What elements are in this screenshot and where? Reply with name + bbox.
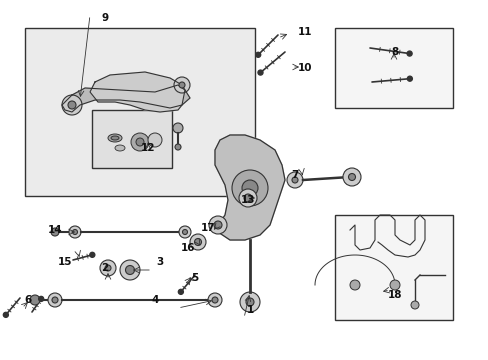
Bar (25, 28, 254, 196)
Bar (334, 215, 452, 320)
Circle shape (131, 133, 149, 151)
Text: 4: 4 (151, 295, 159, 305)
Circle shape (173, 123, 183, 133)
Text: 18: 18 (387, 290, 402, 300)
Circle shape (148, 133, 162, 147)
Circle shape (179, 82, 184, 88)
Circle shape (410, 301, 418, 309)
Circle shape (179, 226, 191, 238)
Circle shape (348, 174, 355, 180)
Circle shape (258, 70, 263, 75)
Polygon shape (90, 72, 184, 112)
Circle shape (242, 180, 258, 196)
Text: 7: 7 (291, 170, 298, 180)
Circle shape (286, 172, 303, 188)
Circle shape (208, 216, 226, 234)
Bar (334, 28, 452, 108)
Ellipse shape (111, 136, 119, 140)
Text: 16: 16 (181, 243, 195, 253)
Text: 3: 3 (156, 257, 163, 267)
Circle shape (136, 138, 143, 146)
Circle shape (244, 194, 251, 202)
Circle shape (105, 265, 111, 271)
Circle shape (212, 297, 218, 303)
Polygon shape (62, 85, 190, 112)
Circle shape (407, 51, 411, 56)
Text: 6: 6 (24, 295, 32, 305)
Circle shape (240, 292, 260, 312)
Polygon shape (215, 135, 285, 240)
Circle shape (190, 234, 205, 250)
Circle shape (174, 77, 190, 93)
Circle shape (62, 95, 82, 115)
Circle shape (207, 293, 222, 307)
Text: 2: 2 (101, 263, 108, 273)
Circle shape (90, 252, 95, 257)
Circle shape (239, 189, 257, 207)
Circle shape (349, 280, 359, 290)
Text: 13: 13 (240, 195, 255, 205)
Circle shape (48, 293, 62, 307)
Text: 17: 17 (200, 223, 215, 233)
Circle shape (69, 226, 81, 238)
Circle shape (52, 297, 58, 303)
Circle shape (255, 52, 260, 57)
Circle shape (120, 260, 140, 280)
Text: 8: 8 (390, 47, 398, 57)
Circle shape (3, 312, 8, 318)
Circle shape (125, 266, 134, 275)
Circle shape (245, 298, 253, 306)
Text: 12: 12 (141, 143, 155, 153)
Circle shape (30, 295, 40, 305)
Ellipse shape (115, 145, 125, 151)
Circle shape (194, 239, 201, 246)
Circle shape (72, 230, 77, 234)
Circle shape (51, 228, 59, 236)
Circle shape (214, 221, 222, 229)
Circle shape (39, 296, 43, 301)
Text: 15: 15 (58, 257, 72, 267)
Text: 14: 14 (48, 225, 62, 235)
Text: 9: 9 (101, 13, 108, 23)
Circle shape (100, 260, 116, 276)
Circle shape (178, 289, 183, 294)
Text: 1: 1 (246, 305, 253, 315)
Circle shape (342, 168, 360, 186)
Circle shape (291, 177, 297, 183)
Circle shape (68, 101, 76, 109)
Circle shape (175, 144, 181, 150)
Bar (92, 110, 172, 168)
Circle shape (182, 230, 187, 234)
Circle shape (231, 170, 267, 206)
Text: 10: 10 (297, 63, 312, 73)
Text: 5: 5 (191, 273, 198, 283)
Circle shape (407, 76, 411, 81)
Ellipse shape (108, 134, 122, 142)
Circle shape (389, 280, 399, 290)
Text: 11: 11 (297, 27, 312, 37)
